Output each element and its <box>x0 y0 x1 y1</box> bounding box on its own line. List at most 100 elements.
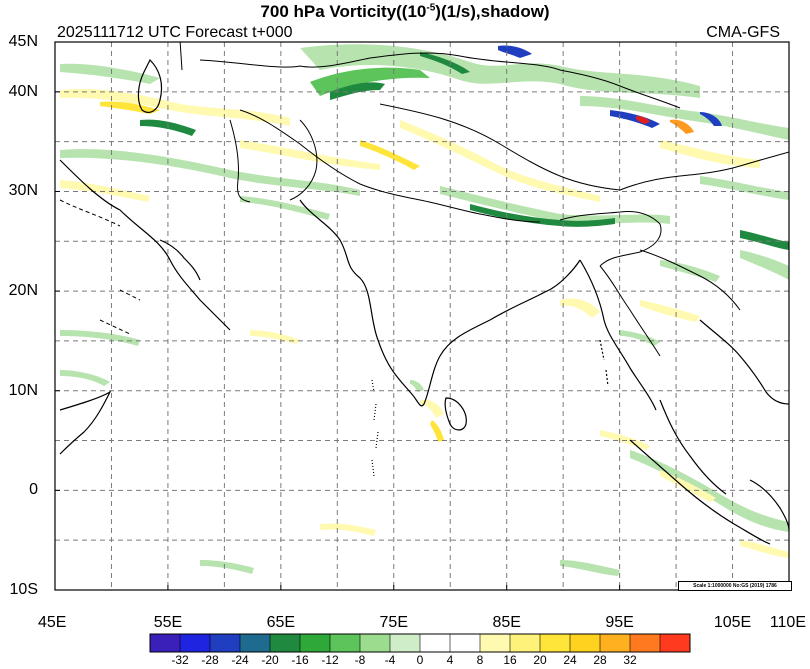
colorbar-label: 8 <box>476 653 484 667</box>
lon-label: 45E <box>38 614 67 631</box>
colorbar-swatch <box>420 634 450 652</box>
colorbar-swatch <box>600 634 630 652</box>
shade-patch <box>420 52 470 74</box>
colorbar-swatch <box>150 634 180 652</box>
maldives <box>371 379 379 477</box>
colorbar-swatch <box>630 634 660 652</box>
lat-label: 30N <box>8 182 38 200</box>
shade-patch <box>580 96 789 140</box>
axis-ticks <box>54 41 790 591</box>
shade-patch <box>250 330 300 344</box>
colorbar-label: 20 <box>533 653 547 667</box>
shade-patch <box>636 116 650 124</box>
border-line <box>559 69 681 109</box>
shade-patch <box>560 560 620 576</box>
shade-patch <box>440 186 670 224</box>
model-name-label: CMA-GFS <box>706 24 780 41</box>
lat-label: 10N <box>8 381 38 399</box>
shade-patch <box>60 370 110 386</box>
vorticity-shading <box>60 44 789 576</box>
map-title: 700 hPa Vorticity((10-5)(1/s),shadow) <box>260 2 550 21</box>
border-line <box>379 103 621 191</box>
shade-patch <box>498 45 532 58</box>
caspian <box>137 58 163 113</box>
shade-patch <box>100 101 160 114</box>
shade-patch <box>410 380 424 392</box>
shade-patch <box>330 82 385 100</box>
colorbar-swatch <box>570 634 600 652</box>
colorbar-label: -4 <box>384 653 396 667</box>
colorbar-label: 4 <box>446 653 454 667</box>
border-line <box>59 199 121 227</box>
indochina-coast <box>699 319 789 405</box>
shade-patch <box>320 523 376 536</box>
shade-patch <box>420 399 444 418</box>
shade-patch <box>620 330 660 346</box>
shade-patch <box>430 420 444 442</box>
colorbar-label: 28 <box>593 653 607 667</box>
colorbar-swatch <box>660 634 690 652</box>
colorbar-label: 32 <box>623 653 637 667</box>
shade-patch <box>700 176 789 200</box>
shade-patch <box>610 110 660 128</box>
lon-label: 105E <box>713 614 752 631</box>
lon-label: 65E <box>266 614 296 631</box>
shade-patch <box>400 120 600 202</box>
lon-label: 110E <box>769 614 806 631</box>
border-line <box>559 211 662 267</box>
colorbar-label: -12 <box>321 653 339 667</box>
shade-patch <box>660 140 760 168</box>
shade-patch <box>560 218 615 227</box>
colorbar-label: 16 <box>503 653 517 667</box>
colorbar-label: -8 <box>354 653 366 667</box>
india-coast <box>299 199 581 407</box>
border-line <box>619 151 789 191</box>
scale-note: Scale 1:1000000 No:GS (2019) 1786 <box>678 581 792 591</box>
colorbar-label: 0 <box>416 653 424 667</box>
colorbar <box>149 633 691 653</box>
colorbar-label: -20 <box>261 653 279 667</box>
colorbar-swatch <box>390 634 420 652</box>
colorbar-swatch <box>270 634 300 652</box>
shade-patch <box>600 430 650 450</box>
colorbar-swatch <box>540 634 570 652</box>
colorbar-swatch <box>510 634 540 652</box>
lat-label: 0 <box>29 481 38 499</box>
shade-patch <box>740 540 789 558</box>
lat-label: 20N <box>8 282 38 300</box>
oman-coast <box>159 239 201 281</box>
lon-label: 95E <box>605 614 634 631</box>
shade-patch <box>300 44 700 98</box>
shade-patch <box>700 112 722 126</box>
lon-label: 85E <box>492 614 521 631</box>
coastlines <box>59 58 789 545</box>
colorbar-label: -32 <box>171 653 189 667</box>
borneo-coast <box>749 479 789 531</box>
colorbar-swatch <box>300 634 330 652</box>
border-line <box>99 289 141 335</box>
shade-patch <box>660 470 716 502</box>
colorbar-swatch <box>360 634 390 652</box>
andaman-islands <box>599 339 609 387</box>
shade-patch <box>630 450 789 532</box>
shade-patch <box>240 140 380 170</box>
lat-label: 40N <box>8 82 38 100</box>
colorbar-swatch <box>480 634 510 652</box>
shade-patch <box>670 119 694 134</box>
border-line <box>599 265 661 357</box>
shade-patch <box>640 300 700 322</box>
country-borders <box>59 42 789 357</box>
myanmar-coast <box>579 259 657 411</box>
shade-patch <box>560 298 600 318</box>
lat-label: 45N <box>8 33 38 50</box>
sumatra <box>629 439 771 545</box>
lat-lon-grid <box>55 42 789 590</box>
shade-patch <box>740 250 789 280</box>
arabian-peninsula-coast <box>59 159 231 331</box>
malay-peninsula <box>659 399 727 495</box>
colorbar-label: 24 <box>563 653 577 667</box>
lon-label: 55E <box>153 614 183 631</box>
colorbar-swatch <box>240 634 270 652</box>
border-line <box>639 249 741 311</box>
